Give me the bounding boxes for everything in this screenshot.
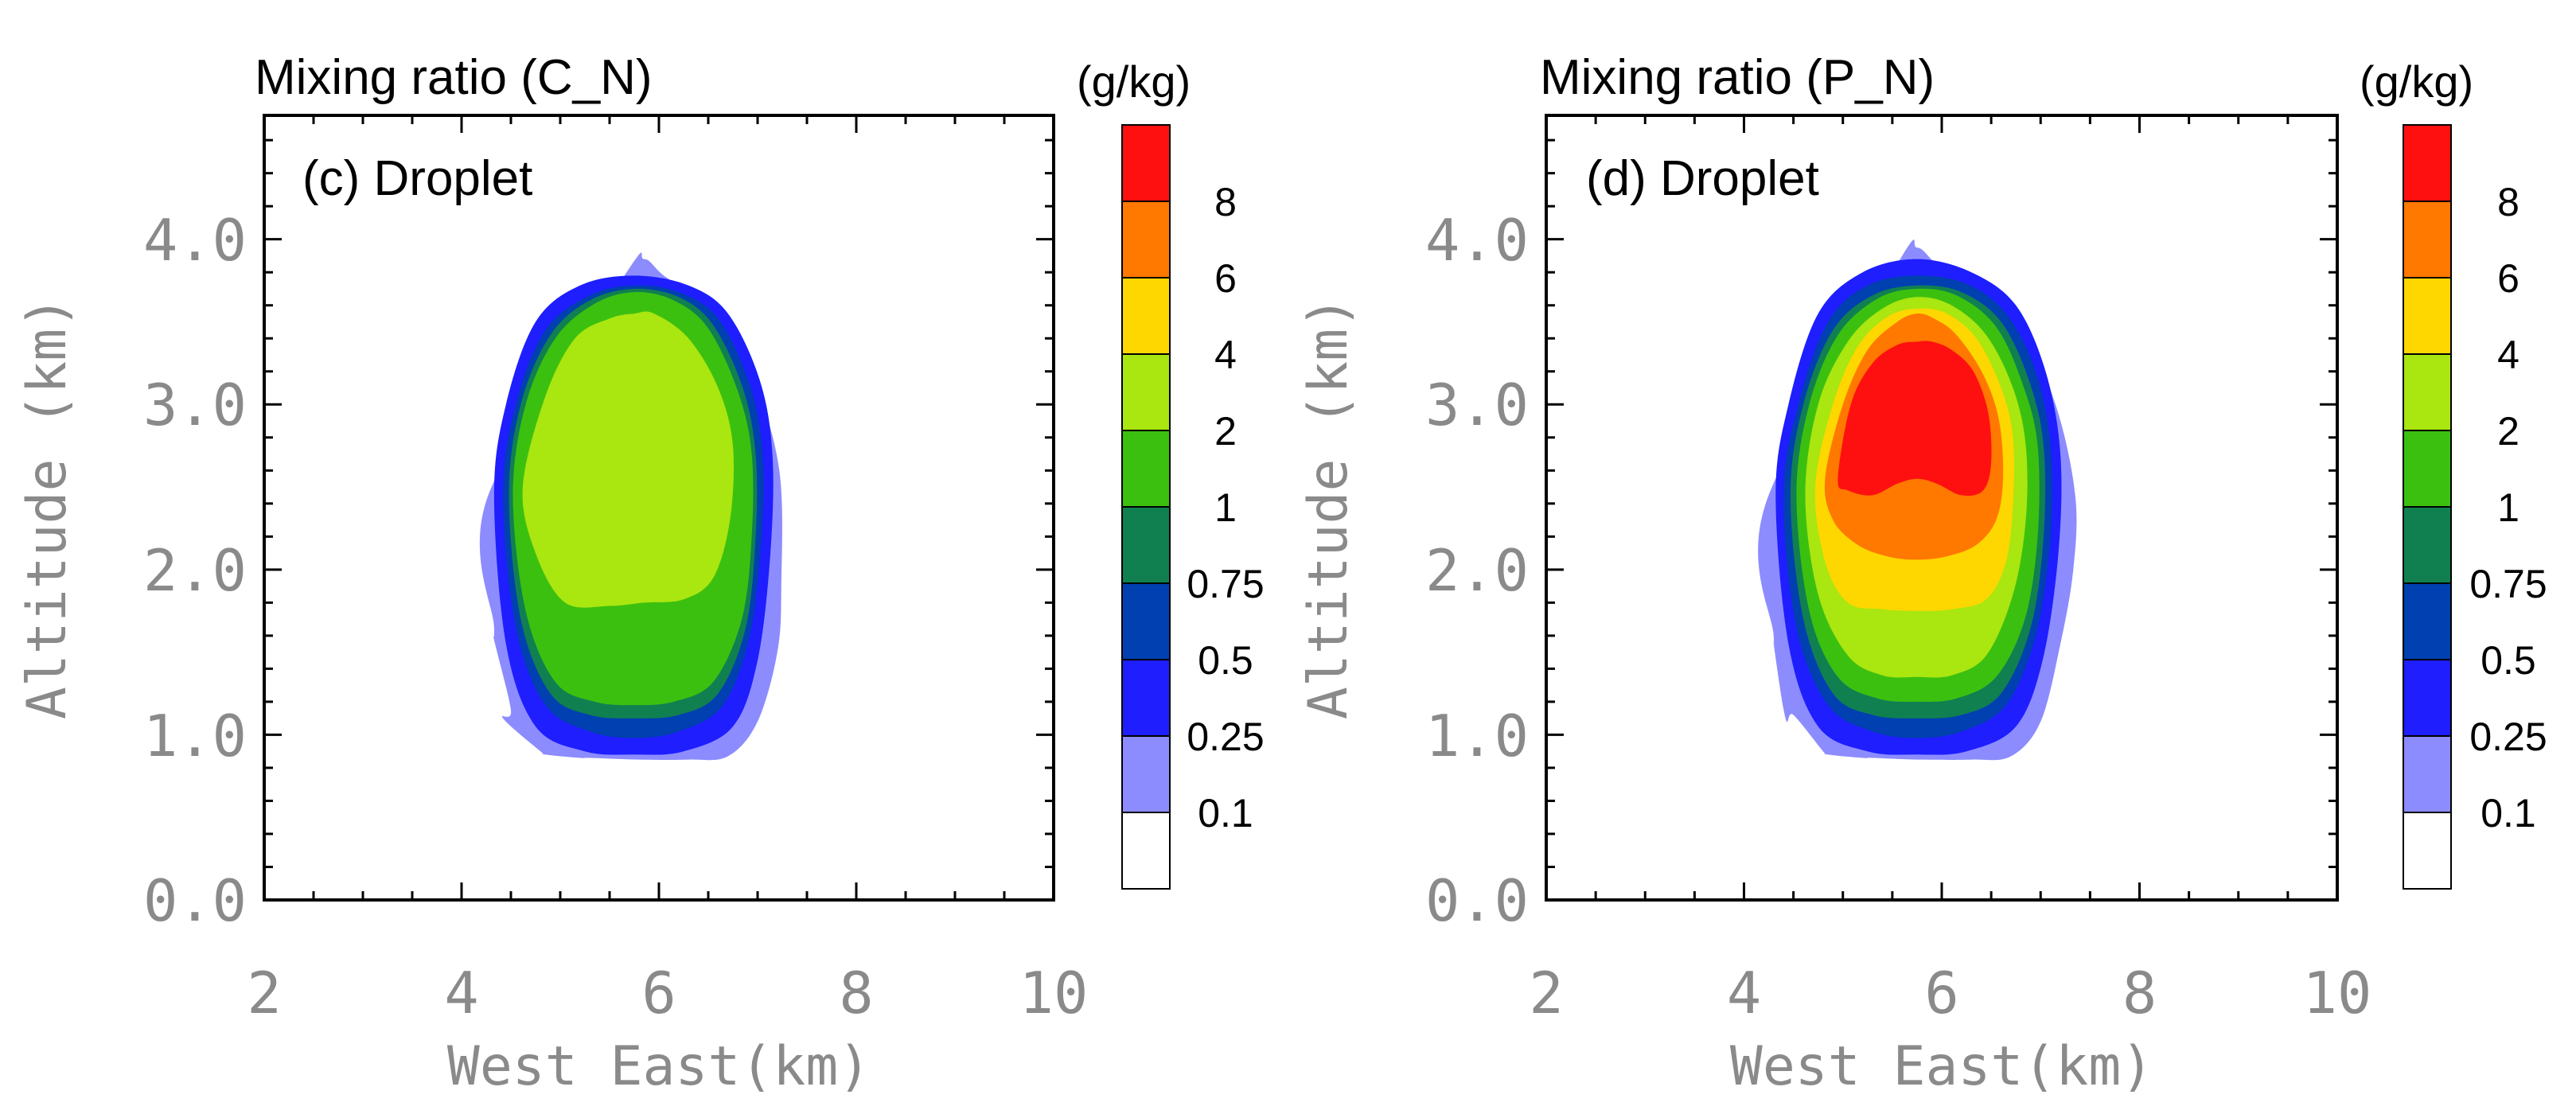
panel-label: (c) Droplet — [302, 151, 532, 206]
y-tick-label: 0.0 — [1425, 867, 1529, 934]
y-axis-title: Altitude (km) — [16, 296, 79, 719]
colorbar-tick-label: 2 — [1214, 409, 1237, 454]
colorbar-swatch — [2403, 277, 2452, 355]
colorbar-swatch — [2403, 506, 2452, 584]
colorbar-tick-label: 0.5 — [1198, 638, 1253, 683]
colorbar-tick-label: 0.5 — [2481, 638, 2536, 683]
colorbar-swatch — [1121, 353, 1171, 431]
colorbar-swatch — [1121, 812, 1171, 890]
x-tick-label: 2 — [247, 960, 281, 1026]
axis-ticks — [263, 115, 1055, 902]
colorbar-swatch — [1121, 659, 1171, 737]
colorbar-tick-label: 0.25 — [1187, 715, 1264, 759]
colorbar-tick-label: 2 — [2497, 409, 2519, 454]
contour-fills — [1758, 240, 2077, 761]
colorbar-units-label: (g/kg) — [1077, 56, 1191, 107]
y-axis-title: Altitude (km) — [1297, 296, 1360, 719]
colorbar-tick-label: 4 — [2497, 333, 2519, 377]
chart-title: Mixing ratio (C_N) — [255, 50, 653, 105]
colorbar-units-label: (g/kg) — [2360, 56, 2473, 107]
axis-ticks — [1545, 115, 2339, 902]
y-tick-label: 4.0 — [143, 207, 247, 274]
colorbar-swatch — [1121, 506, 1171, 584]
x-tick-label: 10 — [2303, 960, 2372, 1026]
x-tick-label: 10 — [1019, 960, 1089, 1026]
chart-panel-c: Mixing ratio (C_N) (g/kg) (c) Droplet 2 … — [16, 50, 1265, 1098]
chart-panel-d: Mixing ratio (P_N) (g/kg) (d) Droplet 2 … — [1297, 50, 2547, 1098]
x-tick-label: 8 — [2122, 960, 2157, 1026]
y-tick-label: 4.0 — [1425, 207, 1529, 274]
colorbar-swatch — [1121, 124, 1171, 202]
x-tick-label: 6 — [641, 960, 676, 1026]
colorbar-swatch — [1121, 201, 1171, 278]
colorbar-tick-label: 1 — [2497, 485, 2519, 530]
colorbar-swatch — [2403, 353, 2452, 431]
colorbar-tick-label: 8 — [1214, 180, 1237, 224]
y-tick-label: 1.0 — [143, 703, 247, 769]
colorbar-tick-label: 0.1 — [2481, 791, 2536, 836]
x-tick-label: 4 — [444, 960, 478, 1026]
colorbar-tick-label: 6 — [2497, 256, 2519, 301]
x-tick-label: 4 — [1727, 960, 1761, 1026]
x-axis-title: West East(km) — [1730, 1035, 2153, 1098]
colorbar-tick-label: 4 — [1214, 333, 1237, 377]
y-tick-label: 0.0 — [143, 867, 247, 934]
colorbar-tick-label: 6 — [1214, 256, 1237, 301]
y-tick-label: 3.0 — [1425, 372, 1529, 438]
colorbar-tick-label: 0.75 — [1187, 562, 1264, 606]
colorbar-swatch — [1121, 430, 1171, 508]
colorbar-swatch — [1121, 277, 1171, 355]
colorbar-swatch — [2403, 659, 2452, 737]
colorbar-tick-label: 1 — [1214, 485, 1237, 530]
colorbar: 0.1 0.25 0.5 0.75 1 2 4 6 8 — [2403, 124, 2547, 890]
colorbar-swatch — [2403, 812, 2452, 890]
colorbar-tick-label: 0.75 — [2469, 562, 2547, 606]
y-tick-label: 2.0 — [143, 537, 247, 604]
colorbar: 0.1 0.25 0.5 0.75 1 2 4 6 8 — [1121, 124, 1265, 890]
chart-title: Mixing ratio (P_N) — [1540, 50, 1935, 105]
y-tick-label: 1.0 — [1425, 703, 1529, 769]
contour-level-8 — [1837, 341, 1992, 496]
colorbar-swatch — [2403, 735, 2452, 813]
x-tick-label: 8 — [839, 960, 873, 1026]
contour-fills — [479, 252, 782, 761]
colorbar-swatch — [1121, 582, 1171, 660]
colorbar-swatch — [2403, 430, 2452, 508]
y-tick-label: 2.0 — [1425, 537, 1529, 604]
x-tick-label: 6 — [1924, 960, 1958, 1026]
colorbar-swatch — [2403, 201, 2452, 278]
colorbar-swatch — [2403, 124, 2452, 202]
colorbar-swatch — [1121, 735, 1171, 813]
colorbar-swatch — [2403, 582, 2452, 660]
colorbar-tick-label: 8 — [2497, 180, 2519, 224]
x-axis-title: West East(km) — [447, 1035, 871, 1098]
contour-level-2 — [522, 311, 735, 608]
colorbar-tick-label: 0.25 — [2469, 715, 2547, 759]
colorbar-tick-label: 0.1 — [1198, 791, 1253, 836]
x-tick-label: 2 — [1529, 960, 1563, 1026]
panel-label: (d) Droplet — [1586, 151, 1819, 206]
y-tick-label: 3.0 — [143, 372, 247, 438]
